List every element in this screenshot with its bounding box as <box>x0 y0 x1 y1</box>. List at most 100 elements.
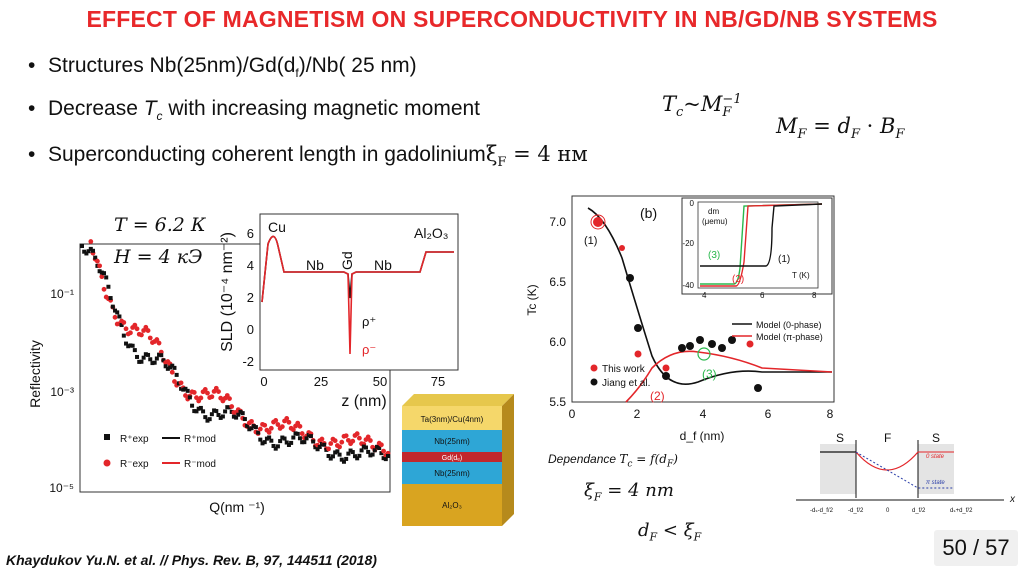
reflectivity-point-plus <box>368 453 373 458</box>
reflectivity-point-minus <box>339 439 345 445</box>
inset-curve-1 <box>700 203 823 267</box>
tc-inset-axes <box>697 201 819 289</box>
tc-point-ring <box>590 214 606 230</box>
reflectivity-point-plus <box>374 444 379 449</box>
tc-ytick: 6.5 <box>549 275 566 289</box>
reflectivity-point-plus <box>196 406 201 411</box>
reflectivity-point-plus <box>139 359 144 364</box>
inset-xtick: 4 <box>702 291 707 300</box>
reflectivity-point-plus <box>163 364 168 369</box>
tc-point-black <box>662 372 670 380</box>
bullet-dot: • <box>28 143 36 166</box>
reflectivity-point-plus <box>126 344 131 349</box>
reflectivity-point-minus <box>88 239 94 244</box>
reflectivity-point-plus <box>165 366 170 371</box>
reflectivity-point-minus <box>268 425 274 431</box>
stack-top-face <box>402 394 514 406</box>
tc-model-0-phase <box>587 207 832 385</box>
reflectivity-point-plus <box>216 413 221 418</box>
reflectivity-point-minus <box>139 332 144 338</box>
reflectivity-point-plus <box>84 251 89 256</box>
reflectivity-point-plus <box>381 456 386 461</box>
stack-layer-substrate <box>402 484 502 526</box>
sld-xlabel: z (nm) <box>341 393 386 410</box>
tc-point-black <box>718 344 726 352</box>
reflectivity-point-plus <box>97 269 102 274</box>
reflectivity-point-minus <box>286 419 292 425</box>
reflectivity-point-plus <box>372 448 377 453</box>
inset-ylabel-unit: (μemu) <box>702 217 728 226</box>
reflectivity-point-minus <box>227 396 232 401</box>
reflectivity-point-minus <box>183 393 188 398</box>
reflectivity-point-minus <box>97 263 103 269</box>
reflectivity-point-minus <box>378 442 384 448</box>
reflectivity-point-plus <box>284 440 289 445</box>
rho-plus-label: ρ⁺ <box>362 314 376 329</box>
reflectivity-point-plus <box>366 449 371 454</box>
reflectivity-point-plus <box>201 409 206 414</box>
reflectivity-point-plus <box>174 372 179 377</box>
reflectivity-point-plus <box>205 418 210 423</box>
temperature-label: T = 6.2 К <box>114 214 206 236</box>
reflectivity-point-plus <box>102 271 107 276</box>
reflectivity-point-plus <box>80 244 84 248</box>
sld-label-cu: Cu <box>268 219 286 235</box>
reflectivity-point-plus <box>104 275 109 280</box>
reflectivity-point-plus <box>386 454 390 459</box>
reflectivity-point-plus <box>383 457 388 462</box>
reflectivity-point-minus <box>123 326 129 332</box>
stack-side-face <box>502 394 514 526</box>
reflectivity-point-plus <box>223 409 228 414</box>
reflectivity-point-plus <box>150 361 155 366</box>
reflectivity-point-plus <box>245 423 250 428</box>
sld-label-gd: Gd <box>339 251 355 270</box>
tc-point-black <box>696 336 704 344</box>
page-number: 50 / 57 <box>934 530 1018 566</box>
reflectivity-point-plus <box>256 430 261 435</box>
inset-curve-3 <box>700 203 823 285</box>
reflectivity-point-plus <box>289 440 294 445</box>
reflectivity-point-plus <box>249 426 254 431</box>
reflectivity-point-plus <box>99 270 104 275</box>
reflectivity-point-plus <box>280 435 285 440</box>
reflectivity-point-plus <box>258 437 263 442</box>
reflectivity-point-plus <box>154 356 159 361</box>
tc-point-black <box>754 384 762 392</box>
reflectivity-point-plus <box>269 438 274 443</box>
tc-xtick: 2 <box>634 407 641 421</box>
reflectivity-point-plus <box>247 427 252 432</box>
field-label: H = 4 кЭ <box>114 246 203 268</box>
reflectivity-point-plus <box>137 359 142 364</box>
sfs-label-s-left: S <box>836 431 844 445</box>
reflectivity-point-plus <box>113 308 118 313</box>
rho-minus-label: ρ⁻ <box>362 342 376 357</box>
bullet-structures: • Structures Nb(25nm)/Gd(df)/Nb( 25 nm) <box>28 54 417 81</box>
reflectivity-point-minus <box>101 286 107 292</box>
reflectivity-point-plus <box>297 436 302 441</box>
formula-df-less-xi: dF < ξF <box>638 520 702 544</box>
reflectivity-point-minus <box>332 438 338 444</box>
stack-layer-nb-bottom <box>402 462 502 484</box>
reflectivity-point-plus <box>117 314 122 319</box>
reflectivity-point-minus <box>95 258 100 264</box>
legend-rmod-plus: R⁺mod <box>184 434 216 445</box>
reflectivity-point-plus <box>344 456 349 461</box>
tc-point-black <box>728 336 736 344</box>
sld-ylabel: SLD (10⁻⁴ nm⁻²) <box>219 232 236 352</box>
reflectivity-point-plus <box>352 454 357 459</box>
sld-ytick: 6 <box>247 226 254 241</box>
inset-xtick: 6 <box>760 291 765 300</box>
reflectivity-point-plus <box>328 456 333 461</box>
tc-point-black <box>708 340 716 348</box>
stack-layer-gd <box>402 452 502 462</box>
reflectivity-point-plus <box>295 431 300 436</box>
reflectivity-point-plus <box>322 442 327 447</box>
reflectivity-point-plus <box>130 343 135 348</box>
reflectivity-point-plus <box>207 417 212 422</box>
layer-stack: Ta(3nm)/Cu(4nm) Nb(25nm) Gd(dₑ) Nb(25nm)… <box>402 394 514 526</box>
reflectivity-point-plus <box>212 408 217 413</box>
reflectivity-point-minus <box>202 387 208 392</box>
reflectivity-point-plus <box>271 443 276 448</box>
reflectivity-point-plus <box>300 440 305 445</box>
inset-label-2: (2) <box>732 274 744 285</box>
